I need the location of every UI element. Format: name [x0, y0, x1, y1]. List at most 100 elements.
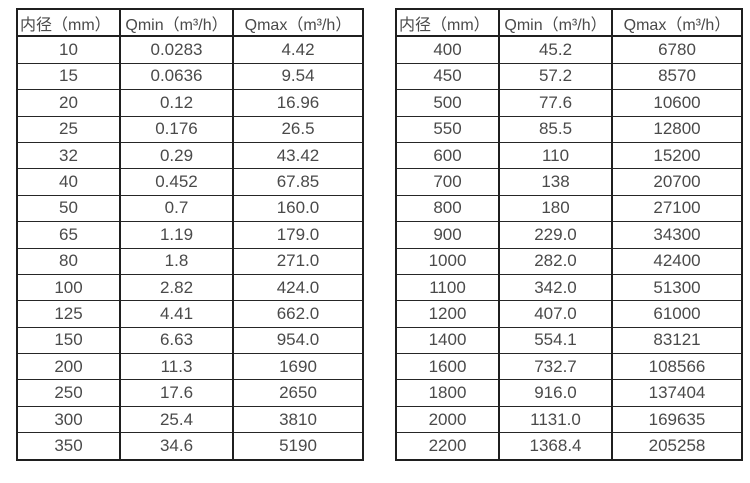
table-row: 1800 916.0 137404	[396, 379, 742, 407]
diameter-cell: 400	[396, 35, 499, 64]
qmax-cell: 51300	[611, 273, 742, 301]
table-row: 150 6.63 954.0	[17, 326, 363, 354]
qmax-cell: 16.96	[232, 89, 363, 117]
qmax-cell: 10600	[611, 89, 742, 117]
diameter-cell: 350	[17, 432, 120, 460]
table-row: 10 0.0283 4.42	[17, 35, 363, 64]
qmax-cell: 6780	[611, 35, 742, 64]
diameter-cell: 2200	[396, 432, 499, 460]
qmin-cell: 57.2	[498, 62, 612, 90]
diameter-cell: 15	[17, 62, 120, 90]
qmax-cell: 8570	[611, 62, 742, 90]
qmin-cell: 45.2	[498, 35, 612, 64]
table-row: 125 4.41 662.0	[17, 300, 363, 328]
qmin-cell: 138	[498, 168, 612, 196]
qmin-cell: 0.0283	[119, 35, 233, 64]
table-row: 20 0.12 16.96	[17, 89, 363, 117]
qmin-cell: 1.19	[119, 221, 233, 249]
qmax-cell: 34300	[611, 221, 742, 249]
qmax-cell: 954.0	[232, 326, 363, 354]
qmin-cell: 0.176	[119, 115, 233, 143]
column-header-qmax: Qmax（m³/h）	[232, 9, 363, 38]
qmax-cell: 271.0	[232, 247, 363, 275]
table-row: 1100 342.0 51300	[396, 273, 742, 301]
diameter-cell: 150	[17, 326, 120, 354]
diameter-cell: 600	[396, 141, 499, 169]
qmin-cell: 407.0	[498, 300, 612, 328]
diameter-cell: 550	[396, 115, 499, 143]
qmax-cell: 179.0	[232, 221, 363, 249]
table-row: 900 229.0 34300	[396, 221, 742, 249]
qmax-cell: 137404	[611, 379, 742, 407]
qmin-cell: 0.0636	[119, 62, 233, 90]
qmax-cell: 20700	[611, 168, 742, 196]
qmax-cell: 83121	[611, 326, 742, 354]
diameter-cell: 200	[17, 353, 120, 380]
table-row: 600 110 15200	[396, 141, 742, 169]
diameter-cell: 1200	[396, 300, 499, 328]
qmax-cell: 15200	[611, 141, 742, 169]
qmin-cell: 1.8	[119, 247, 233, 275]
diameter-cell: 20	[17, 89, 120, 117]
qmax-cell: 5190	[232, 432, 363, 460]
diameter-cell: 1600	[396, 353, 499, 380]
qmax-cell: 12800	[611, 115, 742, 143]
qmax-cell: 67.85	[232, 168, 363, 196]
table-row: 450 57.2 8570	[396, 62, 742, 90]
qmax-cell: 108566	[611, 353, 742, 380]
header-row: 内径（mm） Qmin（m³/h） Qmax（m³/h）	[17, 9, 363, 38]
qmax-cell: 42400	[611, 247, 742, 275]
qmin-cell: 1131.0	[498, 405, 612, 433]
table-row: 25 0.176 26.5	[17, 115, 363, 143]
table-row: 1400 554.1 83121	[396, 326, 742, 354]
qmin-cell: 34.6	[119, 432, 233, 460]
table-row: 2000 1131.0 169635	[396, 405, 742, 433]
table-row: 32 0.29 43.42	[17, 141, 363, 169]
table-row: 300 25.4 3810	[17, 405, 363, 433]
table-row: 1000 282.0 42400	[396, 247, 742, 275]
qmin-cell: 282.0	[498, 247, 612, 275]
qmin-cell: 0.29	[119, 141, 233, 169]
qmin-cell: 554.1	[498, 326, 612, 354]
qmin-cell: 0.7	[119, 194, 233, 222]
qmax-cell: 205258	[611, 432, 742, 460]
column-header-qmin: Qmin（m³/h）	[119, 9, 233, 38]
diameter-cell: 300	[17, 405, 120, 433]
qmin-cell: 25.4	[119, 405, 233, 433]
qmin-cell: 4.41	[119, 300, 233, 328]
table-row: 1200 407.0 61000	[396, 300, 742, 328]
diameter-cell: 125	[17, 300, 120, 328]
table-row: 200 11.3 1690	[17, 353, 363, 380]
diameter-cell: 500	[396, 89, 499, 117]
qmin-cell: 110	[498, 141, 612, 169]
diameter-cell: 65	[17, 221, 120, 249]
qmax-cell: 61000	[611, 300, 742, 328]
diameter-cell: 2000	[396, 405, 499, 433]
table-row: 350 34.6 5190	[17, 432, 363, 460]
table-row: 65 1.19 179.0	[17, 221, 363, 249]
large-diameter-flow-table: 内径（mm） Qmin（m³/h） Qmax（m³/h） 400 45.2 6780 450…	[395, 8, 743, 461]
qmin-cell: 732.7	[498, 353, 612, 380]
diameter-cell: 1100	[396, 273, 499, 301]
qmax-cell: 26.5	[232, 115, 363, 143]
table-row: 800 180 27100	[396, 194, 742, 222]
qmax-cell: 27100	[611, 194, 742, 222]
qmin-cell: 180	[498, 194, 612, 222]
diameter-cell: 250	[17, 379, 120, 407]
qmin-cell: 2.82	[119, 273, 233, 301]
column-header-qmax: Qmax（m³/h）	[611, 9, 742, 38]
column-header-qmin: Qmin（m³/h）	[498, 9, 612, 38]
diameter-cell: 900	[396, 221, 499, 249]
table-row: 40 0.452 67.85	[17, 168, 363, 196]
table-row: 100 2.82 424.0	[17, 273, 363, 301]
header-row: 内径（mm） Qmin（m³/h） Qmax（m³/h）	[396, 9, 742, 38]
diameter-cell: 800	[396, 194, 499, 222]
qmax-cell: 424.0	[232, 273, 363, 301]
column-header-diameter: 内径（mm）	[396, 9, 499, 38]
diameter-cell: 1800	[396, 379, 499, 407]
qmax-cell: 3810	[232, 405, 363, 433]
qmin-cell: 229.0	[498, 221, 612, 249]
qmin-cell: 1368.4	[498, 432, 612, 460]
diameter-cell: 25	[17, 115, 120, 143]
diameter-cell: 80	[17, 247, 120, 275]
